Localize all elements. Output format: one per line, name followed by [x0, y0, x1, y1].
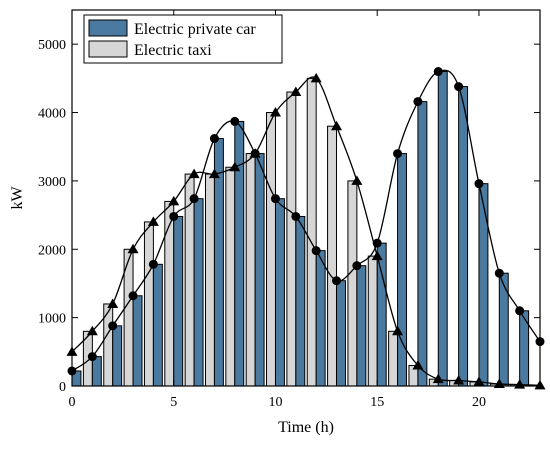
bar-taxi	[327, 125, 338, 386]
marker-private-car	[474, 179, 484, 189]
bars-layer	[72, 71, 540, 386]
y-tick-label: 4000	[38, 107, 66, 122]
bar-taxi	[367, 255, 378, 386]
marker-taxi	[310, 72, 322, 83]
x-tick-label: 0	[69, 395, 76, 410]
legend-swatch	[88, 19, 128, 37]
marker-taxi	[127, 243, 139, 254]
bar-taxi	[306, 77, 317, 386]
marker-private-car	[128, 291, 138, 301]
bar-taxi	[266, 112, 276, 386]
bar-taxi	[245, 153, 256, 386]
marker-taxi	[229, 161, 241, 172]
bar-private-car	[458, 86, 469, 386]
marker-private-car	[433, 67, 443, 77]
marker-private-car	[372, 238, 382, 248]
marker-taxi	[331, 120, 343, 131]
marker-taxi	[290, 86, 302, 97]
marker-private-car	[332, 276, 342, 286]
marker-private-car	[169, 211, 179, 221]
y-axis-label: kW	[9, 186, 26, 210]
y-tick-label: 1000	[38, 312, 66, 327]
marker-private-car	[250, 149, 260, 159]
legend-label: Electric private car	[134, 21, 256, 38]
legend-swatch	[88, 40, 128, 58]
bar-private-car	[91, 356, 102, 386]
marker-private-car	[515, 306, 525, 316]
bar-taxi	[164, 200, 175, 386]
marker-private-car	[230, 116, 240, 126]
bar-private-car	[356, 265, 367, 386]
marker-taxi	[453, 375, 465, 385]
marker-taxi	[412, 359, 424, 370]
y-tick-label: 3000	[38, 175, 66, 190]
x-tick-label: 5	[170, 395, 177, 410]
marker-taxi	[168, 195, 180, 206]
bar-private-car	[193, 198, 204, 386]
legend: Electric private car Electric taxi	[83, 14, 283, 64]
bar-private-car	[254, 153, 265, 386]
marker-private-car	[413, 97, 423, 107]
marker-private-car	[352, 261, 362, 271]
bar-private-car	[437, 71, 448, 386]
y-tick-label: 5000	[38, 38, 66, 53]
marker-taxi	[392, 325, 404, 336]
bar-private-car	[539, 341, 540, 386]
bar-private-car	[152, 263, 163, 386]
marker-taxi	[86, 325, 98, 336]
bar-private-car	[132, 295, 143, 386]
bar-private-car	[376, 242, 387, 386]
marker-private-car	[270, 194, 280, 204]
legend-label: Electric taxi	[134, 42, 212, 59]
marker-taxi	[432, 373, 444, 384]
bar-taxi	[184, 173, 195, 386]
y-tick-label: 2000	[38, 243, 66, 258]
bar-private-car	[336, 280, 346, 386]
bar-taxi	[388, 330, 399, 386]
bar-taxi	[143, 221, 154, 386]
bar-private-car	[397, 153, 408, 386]
bar-taxi	[204, 173, 215, 386]
marker-private-car	[189, 194, 199, 204]
bar-private-car	[173, 215, 184, 386]
bar-private-car	[274, 198, 285, 386]
marker-private-car	[209, 134, 219, 144]
marker-private-car	[454, 82, 464, 92]
bar-private-car	[295, 215, 306, 386]
bar-private-car	[478, 183, 489, 386]
x-tick-label: 10	[268, 395, 282, 410]
y-tick-label: 0	[59, 380, 66, 395]
marker-private-car	[311, 246, 321, 256]
marker-taxi	[208, 168, 220, 179]
x-tick-label: 20	[472, 395, 486, 410]
marker-private-car	[494, 268, 504, 278]
axes: 0 5 10 15 20 0 1000 2000 3000 4000 5000 Time (h) kW	[9, 9, 541, 436]
marker-taxi	[269, 107, 281, 117]
plot-frame	[71, 9, 541, 387]
x-axis-label: Time (h)	[278, 419, 334, 436]
marker-private-car	[87, 352, 97, 362]
bar-taxi	[225, 166, 236, 386]
marker-taxi	[351, 175, 363, 185]
bar-taxi	[347, 180, 358, 386]
marker-private-car	[148, 259, 158, 269]
marker-taxi	[371, 250, 383, 261]
marker-private-car	[291, 211, 301, 221]
bar-private-car	[234, 120, 245, 386]
bar-private-car	[112, 325, 123, 386]
marker-taxi	[188, 168, 200, 179]
bar-private-car	[417, 101, 428, 386]
marker-taxi	[107, 298, 119, 308]
marker-private-car	[393, 149, 403, 159]
marker-taxi	[147, 216, 159, 226]
bar-taxi	[286, 91, 297, 386]
marker-private-car	[108, 321, 118, 331]
x-tick-label: 15	[370, 395, 384, 410]
bar-private-car	[315, 250, 326, 386]
